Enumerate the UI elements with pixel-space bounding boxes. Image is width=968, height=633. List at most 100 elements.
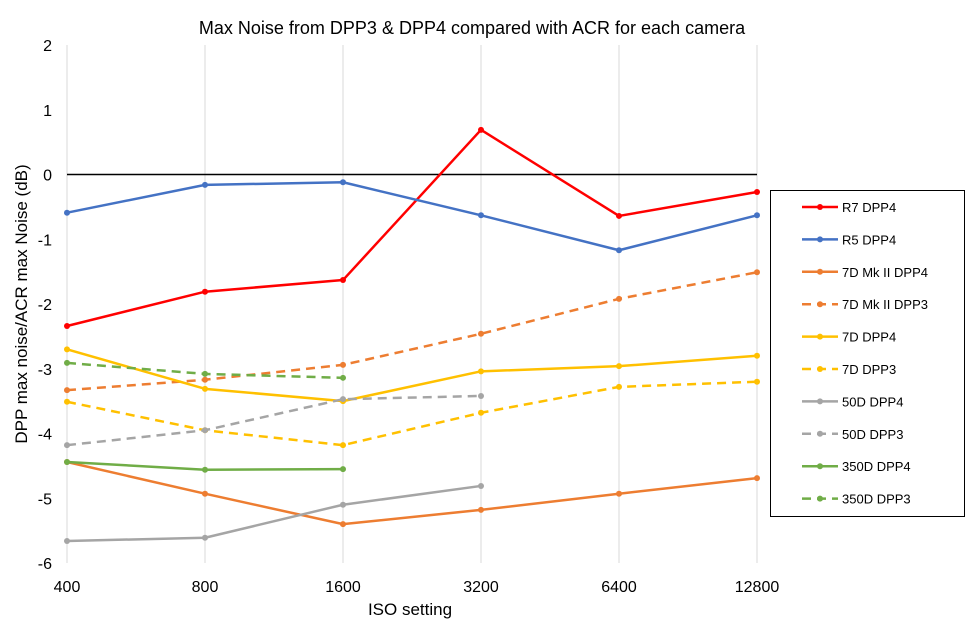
data-point [616,247,622,254]
x-tick-label: 3200 [463,579,499,596]
data-point [754,188,760,195]
data-point [64,387,70,394]
data-point [478,409,484,416]
legend-item-50d-dpp4: 50D DPP4 [802,394,903,409]
data-point [340,442,346,449]
legend-label: 50D DPP4 [842,394,903,409]
y-tick-labels: 2 1 0 -1 -2 -3 -4 -5 -6 [38,38,52,573]
data-point [340,179,346,186]
y-tick-label: -6 [38,556,52,573]
series-350d-dpp3 [64,359,346,381]
data-point [202,385,208,392]
data-point [478,330,484,337]
legend-box [770,190,965,517]
data-point [202,466,208,473]
data-point [478,506,484,513]
series-50d-dpp4 [64,482,484,544]
data-point [478,126,484,133]
data-point [754,475,760,482]
x-tick-label: 12800 [735,579,780,596]
series-line [66,348,758,403]
y-tick-label: 2 [43,38,52,55]
data-point [64,209,70,216]
series-r5-dpp4 [64,179,760,254]
legend-label: 7D Mk II DPP3 [842,297,928,312]
series-line [66,380,758,447]
data-point [340,374,346,381]
legend-item-50d-dpp3: 50D DPP3 [802,427,903,442]
series-7d-dpp3 [64,378,760,449]
data-point [340,521,346,528]
data-point [754,378,760,385]
legend-marker [817,430,823,437]
data-point [478,482,484,489]
x-axis-label: ISO setting [368,600,452,619]
series-line [66,460,758,526]
legend-item-7d-dpp4: 7D DPP4 [802,330,896,345]
legend-item-7d-mk-ii-dpp3: 7D Mk II DPP3 [802,297,928,312]
data-point [340,501,346,508]
y-tick-label: 1 [43,103,52,120]
data-point [478,368,484,375]
data-point [202,181,208,188]
data-point [64,359,70,366]
legend-label: 350D DPP4 [842,459,911,474]
data-point [202,370,208,377]
legend-marker [817,366,823,372]
legend-marker [817,463,823,470]
legend-item-350d-dpp4: 350D DPP4 [802,459,911,474]
data-point [616,363,622,370]
y-tick-label: -1 [38,232,52,249]
data-point [64,346,70,353]
series-50d-dpp3 [64,392,484,449]
series-7d-mk-ii-dpp4 [64,458,760,528]
legend-marker [817,268,823,275]
series-line [66,394,482,447]
data-point [478,392,484,399]
data-point [340,277,346,284]
data-point [340,466,346,473]
series-7d-dpp4 [64,346,760,405]
legend-label: 7D DPP3 [842,362,896,377]
data-point [616,383,622,390]
y-tick-label: -3 [38,362,52,379]
legend-label: 7D DPP4 [842,330,896,345]
series-350d-dpp4 [64,458,346,473]
legend-marker [817,398,823,405]
legend-item-r7-dpp4: R7 DPP4 [802,200,896,215]
data-point [64,398,70,405]
x-tick-label: 800 [192,579,219,596]
y-tick-label: -4 [38,427,52,444]
data-point [754,269,760,276]
legend-marker [817,301,823,308]
data-point [340,396,346,403]
y-tick-label: -5 [38,491,52,508]
series-r7-dpp4 [64,126,760,330]
series-group [64,126,760,544]
y-tick-label: 0 [43,168,52,185]
data-point [64,458,70,465]
legend-marker [817,236,823,243]
x-tick-label: 400 [54,579,81,596]
legend-marker [817,495,823,502]
legend-label: 350D DPP3 [842,492,911,507]
series-7d-mk-ii-dpp3 [64,269,760,394]
legend-label: R5 DPP4 [842,232,896,247]
data-point [202,534,208,541]
data-point [202,490,208,497]
data-point [754,212,760,219]
data-point [202,376,208,383]
chart-title: Max Noise from DPP3 & DPP4 compared with… [199,18,746,38]
data-point [64,323,70,330]
legend-marker [817,333,823,340]
data-point [202,288,208,295]
legend-item-r5-dpp4: R5 DPP4 [802,232,896,247]
y-tick-label: -2 [38,297,52,314]
legend-item-7d-mk-ii-dpp4: 7D Mk II DPP4 [802,265,928,280]
x-tick-label: 6400 [601,579,637,596]
legend-marker [817,204,823,210]
legend-item-350d-dpp3: 350D DPP3 [802,492,911,507]
data-point [202,427,208,434]
series-line [66,484,482,543]
